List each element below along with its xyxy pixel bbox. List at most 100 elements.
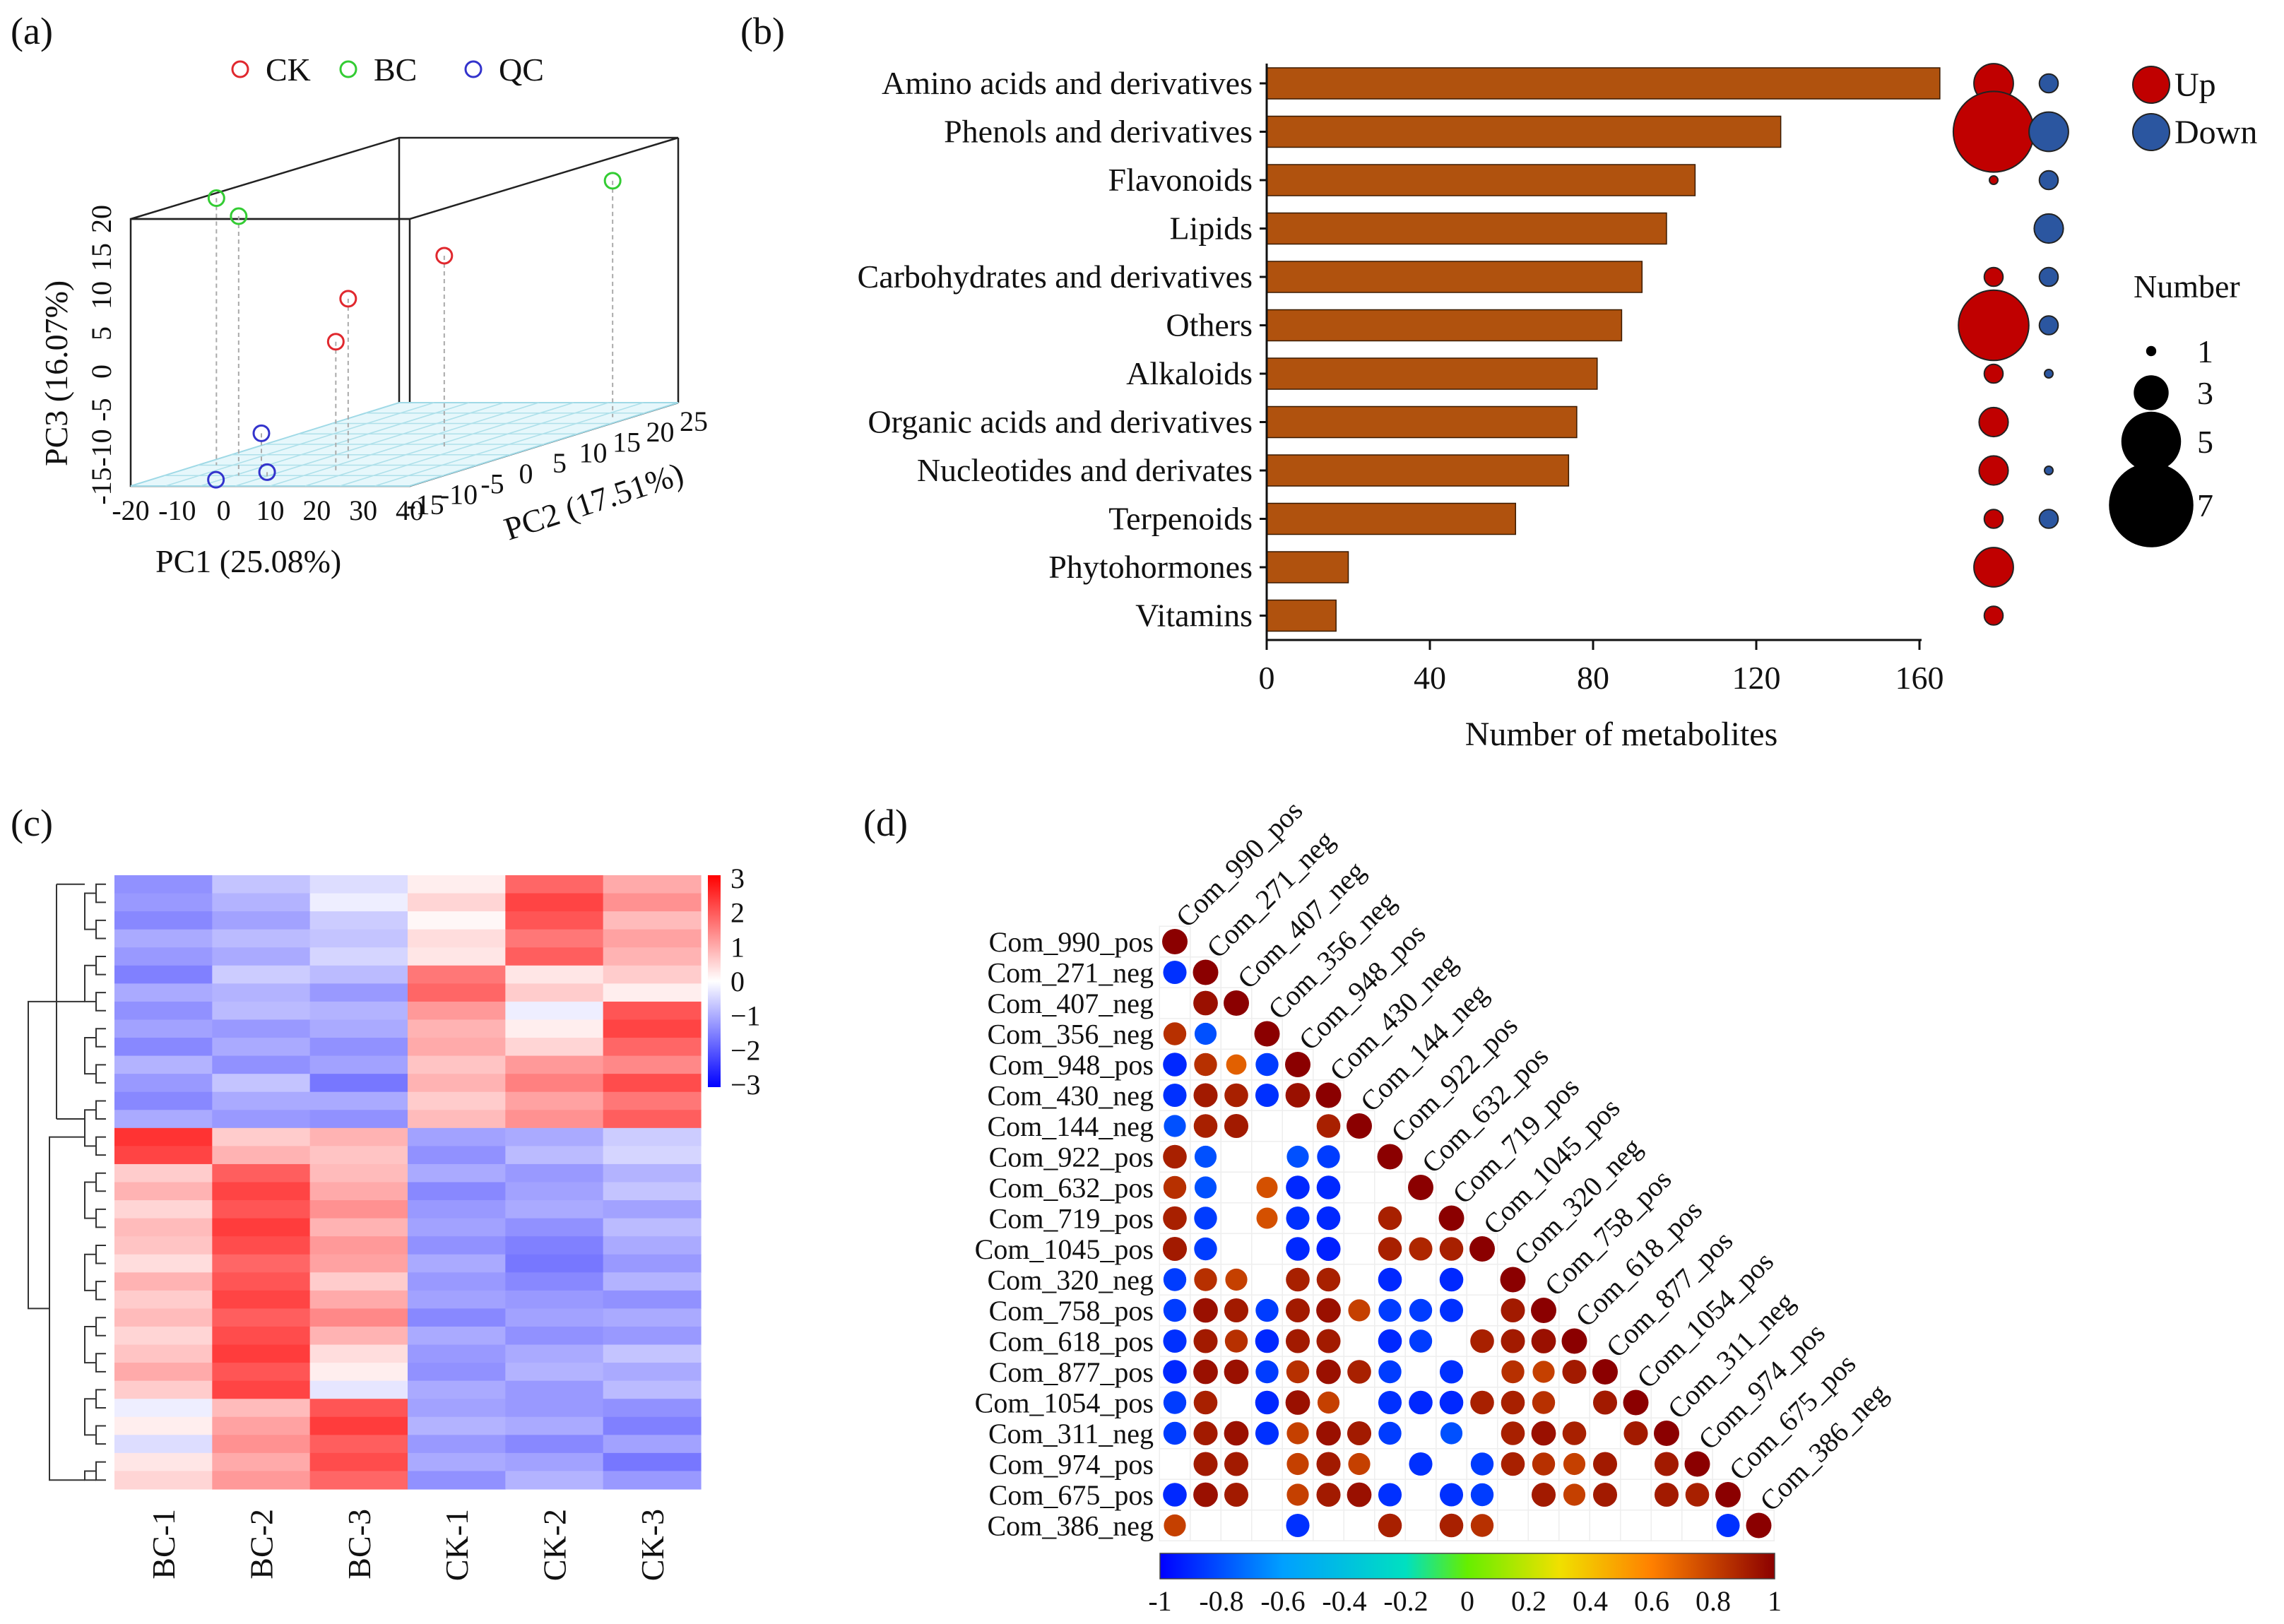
heatmap-cell [114,1380,213,1399]
correlation-cell [1220,1018,1253,1050]
heatmap-cell [309,1290,408,1310]
heatmap-cell [309,983,408,1002]
dendrogram-branch [95,1208,106,1228]
heatmap-cell [309,1163,408,1183]
heatmap-cell [309,947,408,966]
correlation-row-label: Com_719_pos [989,1203,1154,1235]
heatmap-cell [309,1254,408,1273]
heatmap-cell [505,1074,604,1093]
heatmap-cell [505,1363,604,1382]
heatmap-cell [603,1416,702,1435]
down-bubble [2038,73,2059,94]
heatmap-cell [603,1363,702,1382]
heatmap-cell [212,1254,311,1273]
size-legend-marker [2146,345,2157,357]
heatmap-colorbar-tick: 0 [730,966,745,997]
up-bubble [1983,605,2004,626]
dendrogram-branch [95,1317,106,1336]
correlation-dot [1255,1360,1279,1384]
correlation-dot [1654,1421,1679,1446]
correlation-colorbar-tick: -0.6 [1260,1585,1305,1617]
heatmap-cell [114,1452,213,1472]
heatmap-cell [212,1055,311,1074]
heatmap-cell [114,893,213,912]
correlation-matrix: Com_990_posCom_271_negCom_407_negCom_356… [975,795,1894,1617]
correlation-colorbar-ticks: -1 -0.8 -0.6 -0.4 -0.2 0 0.2 0.4 0.6 0.8 1 [1148,1585,1782,1617]
heatmap-cell [603,1272,702,1291]
dendrogram-branch [84,1253,96,1291]
correlation-dot [1285,1329,1310,1353]
correlation-row-label: Com_320_neg [987,1264,1154,1296]
heatmap-cell [212,1127,311,1146]
panel-label-d: (d) [863,802,908,844]
correlation-dot [1163,1053,1187,1077]
correlation-colorbar-tick: -0.4 [1322,1585,1366,1617]
correlation-dot [1561,1328,1587,1354]
dendrogram-branch [95,1172,106,1192]
pca-x-tick: -10 [158,494,196,526]
correlation-row-label: Com_356_neg [987,1019,1154,1050]
pca-point-ck [339,290,357,308]
heatmap-cell [603,911,702,930]
category-label: Others [1166,307,1253,343]
correlation-dot [1501,1298,1525,1323]
heatmap-cell [309,1218,408,1237]
correlation-dot [1654,1452,1679,1476]
correlation-dot [1623,1389,1649,1416]
heatmap-cell [212,1236,311,1255]
correlation-dot [1255,1298,1279,1322]
heatmap-cell [603,1218,702,1237]
size-legend-label: 1 [2197,333,2213,369]
correlation-dot [1255,1329,1279,1353]
correlation-dot [1532,1452,1556,1476]
correlation-cell [1404,1510,1437,1541]
heatmap-cell [212,1218,311,1237]
correlation-dot [1194,1145,1217,1168]
heatmap-cell [309,965,408,984]
heatmap-cell [505,1308,604,1327]
heatmap-cell [212,1452,311,1472]
dendrogram-branch [84,1109,96,1147]
category-label: Flavonoids [1108,162,1253,198]
dendrogram-branch [95,1461,106,1481]
correlation-grid [1159,925,1775,1541]
heatmap-cell [408,1363,506,1382]
heatmap-cell [309,1074,408,1093]
heatmap-cell [212,893,311,912]
correlation-dot [1285,1390,1310,1415]
correlation-dot [1377,1144,1403,1170]
correlation-row-label: Com_618_pos [989,1326,1154,1358]
down-legend-marker [2132,113,2170,151]
correlation-row-label: Com_311_neg [988,1418,1154,1450]
correlation-dot [1378,1329,1402,1353]
down-bubble [2038,315,2059,336]
pca-y-tick: 5 [552,447,567,479]
heatmap-cell [505,875,604,894]
pca-z-tick: 20 [85,205,117,233]
correlation-dot [1194,1237,1217,1261]
correlation-cell [1343,1202,1375,1234]
heatmap-cell [408,1452,506,1472]
heatmap-cell [114,1218,213,1237]
correlation-colorbar-tick: -0.2 [1383,1585,1428,1617]
correlation-colorbar [1159,1553,1775,1579]
correlation-dot [1439,1237,1464,1261]
heatmap-cell [408,1163,506,1183]
heatmap-cell [408,1236,506,1255]
correlation-dot [1563,1452,1586,1476]
correlation-dot [1532,1391,1556,1414]
bubble-color-legend: Up Down [2132,66,2257,151]
category-label: Vitamins [1135,598,1253,634]
heatmap-cell [114,1146,213,1165]
correlation-dot [1716,1513,1740,1538]
correlation-dot [1562,1421,1587,1445]
heatmap-cell [603,1163,702,1183]
correlation-cell [1159,1448,1191,1480]
bar [1266,164,1696,196]
heatmap-cell [603,1182,702,1201]
correlation-dot [1194,1022,1217,1045]
heatmap-cell [505,983,604,1002]
up-bubble [1983,363,2004,384]
pca-point-qc [258,463,276,481]
